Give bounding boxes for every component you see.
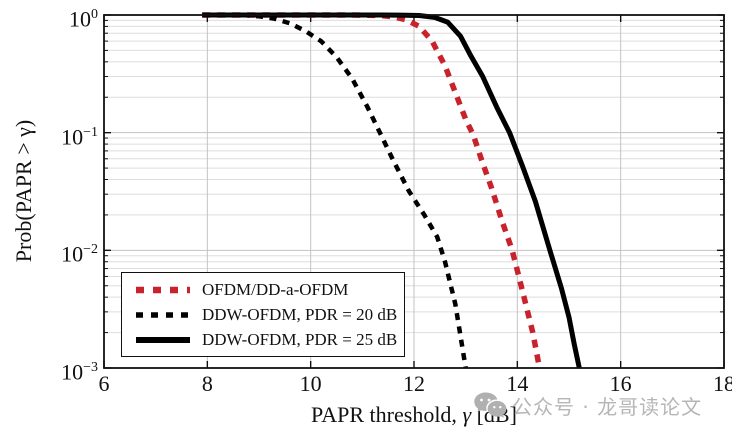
legend-label: OFDM/DD-a-OFDM bbox=[202, 279, 349, 299]
x-tick-label: 10 bbox=[299, 371, 322, 396]
legend-swatch-dashed bbox=[136, 311, 190, 318]
x-tick-label: 8 bbox=[201, 371, 213, 396]
x-tick-label: 12 bbox=[403, 371, 425, 396]
y-tick-label: 10−3 bbox=[61, 359, 98, 385]
legend-box: OFDM/DD-a-OFDM DDW-OFDM, PDR = 20 dB DDW-O… bbox=[121, 272, 405, 357]
y-tick-label: 10−2 bbox=[61, 241, 98, 267]
y-axis-label: Prob(PAPR > γ) bbox=[11, 119, 36, 263]
x-axis-label-prefix: PAPR threshold, bbox=[311, 402, 463, 427]
plot-frame bbox=[103, 14, 725, 369]
legend-item: OFDM/DD-a-OFDM bbox=[134, 278, 404, 302]
y-tick-label: 100 bbox=[69, 6, 98, 32]
x-tick-label: 14 bbox=[506, 371, 529, 396]
gamma-symbol: γ bbox=[462, 402, 472, 427]
legend-item: DDW-OFDM, PDR = 20 dB bbox=[134, 303, 404, 327]
y-tick-label: 10−1 bbox=[61, 123, 98, 149]
legend-label: DDW-OFDM, PDR = 20 dB bbox=[202, 304, 398, 324]
x-axis-label: PAPR threshold, γ [dB] bbox=[254, 402, 574, 428]
legend-swatch-dashed-thick bbox=[136, 286, 190, 293]
x-tick-label: 6 bbox=[98, 371, 110, 396]
legend-item: DDW-OFDM, PDR = 25 dB bbox=[134, 328, 404, 352]
legend-swatch-solid bbox=[136, 336, 190, 343]
x-axis-label-suffix: [dB] bbox=[471, 402, 517, 427]
x-tick-label: 18 bbox=[713, 371, 732, 396]
x-tick-label: 16 bbox=[609, 371, 632, 396]
legend-label: DDW-OFDM, PDR = 25 dB bbox=[202, 329, 398, 349]
